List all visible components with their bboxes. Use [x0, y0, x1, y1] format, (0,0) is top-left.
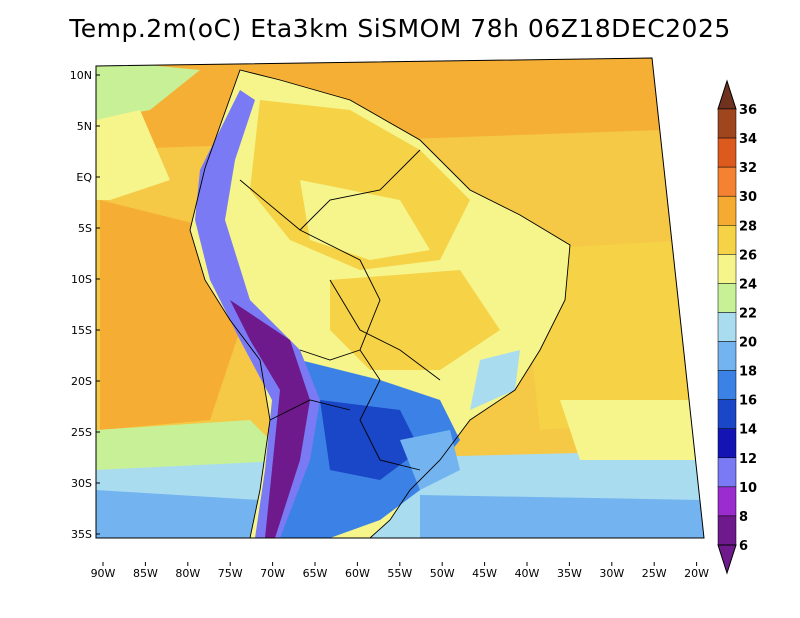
- lat-label: 5S: [78, 222, 92, 235]
- colorbar-segment: [717, 225, 737, 255]
- country-borders: [189, 69, 571, 538]
- lat-label: 30S: [71, 477, 92, 490]
- colorbar-segment: [717, 515, 737, 546]
- lon-label: 85W: [133, 567, 158, 580]
- lat-label: 35S: [71, 528, 92, 541]
- map-area: [96, 58, 704, 538]
- lon-label: 90W: [91, 567, 116, 580]
- colorbar-top-arrow: [717, 79, 737, 110]
- colorbar: 36 34 32 30 28 26 24 22 20 18 16 14 12 10 8 6: [717, 79, 757, 575]
- colorbar-label: 26: [739, 248, 757, 263]
- colorbar-segment: [717, 108, 737, 139]
- lon-label: 20W: [684, 567, 709, 580]
- lat-label: 25S: [71, 426, 92, 439]
- lat-label: 10S: [71, 273, 92, 286]
- colorbar-segment: [717, 137, 737, 168]
- colorbar-segment: [717, 195, 737, 226]
- lat-label: 20S: [71, 375, 92, 388]
- lon-label: 45W: [472, 567, 497, 580]
- colorbar-segment: [717, 341, 737, 371]
- colorbar-segment: [717, 370, 737, 400]
- colorbar-label: 32: [739, 161, 757, 176]
- colorbar-segment: [717, 457, 737, 488]
- lat-label: EQ: [76, 171, 92, 184]
- lat-label: 5N: [77, 120, 92, 133]
- lat-label: 15S: [71, 324, 92, 337]
- colorbar-segment: [717, 254, 737, 284]
- colorbar-label: 10: [739, 481, 757, 496]
- colorbar-segment: [717, 428, 737, 459]
- lon-label: 35W: [557, 567, 582, 580]
- map-title: Temp.2m(oC) Eta3km SiSMOM 78h 06Z18DEC20…: [69, 14, 731, 43]
- colorbar-label: 30: [739, 190, 757, 205]
- colorbar-bottom-arrow: [717, 544, 737, 575]
- lon-label: 25W: [642, 567, 667, 580]
- lon-label: 80W: [175, 567, 200, 580]
- lon-label: 55W: [387, 567, 412, 580]
- lon-label: 60W: [345, 567, 370, 580]
- colorbar-label: 8: [739, 510, 748, 525]
- colorbar-label: 20: [739, 336, 757, 351]
- colorbar-label: 14: [739, 423, 757, 438]
- lon-axis: 90W 85W 80W 75W 70W 65W 60W 55W 50W 45W 40W 35W 30W 2…: [91, 562, 709, 580]
- colorbar-label: 28: [739, 219, 757, 234]
- lon-label: 30W: [599, 567, 624, 580]
- colorbar-label: 12: [739, 452, 757, 467]
- colorbar-segment: [717, 486, 737, 517]
- colorbar-label: 34: [739, 132, 757, 147]
- lon-label: 65W: [303, 567, 328, 580]
- colorbar-segment: [717, 399, 737, 429]
- colorbar-label: 16: [739, 394, 757, 409]
- lat-axis: 10N 5N EQ 5S 10S 15S 20S 25S 30S 35S: [70, 69, 100, 541]
- colorbar-label: 18: [739, 365, 757, 380]
- lat-label: 10N: [70, 69, 92, 82]
- lon-label: 70W: [260, 567, 285, 580]
- lon-label: 75W: [218, 567, 243, 580]
- colorbar-segment: [717, 166, 737, 197]
- colorbar-segment: [717, 312, 737, 342]
- colorbar-label: 6: [739, 539, 748, 554]
- colorbar-label: 22: [739, 306, 757, 321]
- lon-label: 40W: [515, 567, 540, 580]
- colorbar-label: 24: [739, 277, 757, 292]
- lon-label: 50W: [430, 567, 455, 580]
- colorbar-label: 36: [739, 103, 757, 118]
- colorbar-segment: [717, 283, 737, 313]
